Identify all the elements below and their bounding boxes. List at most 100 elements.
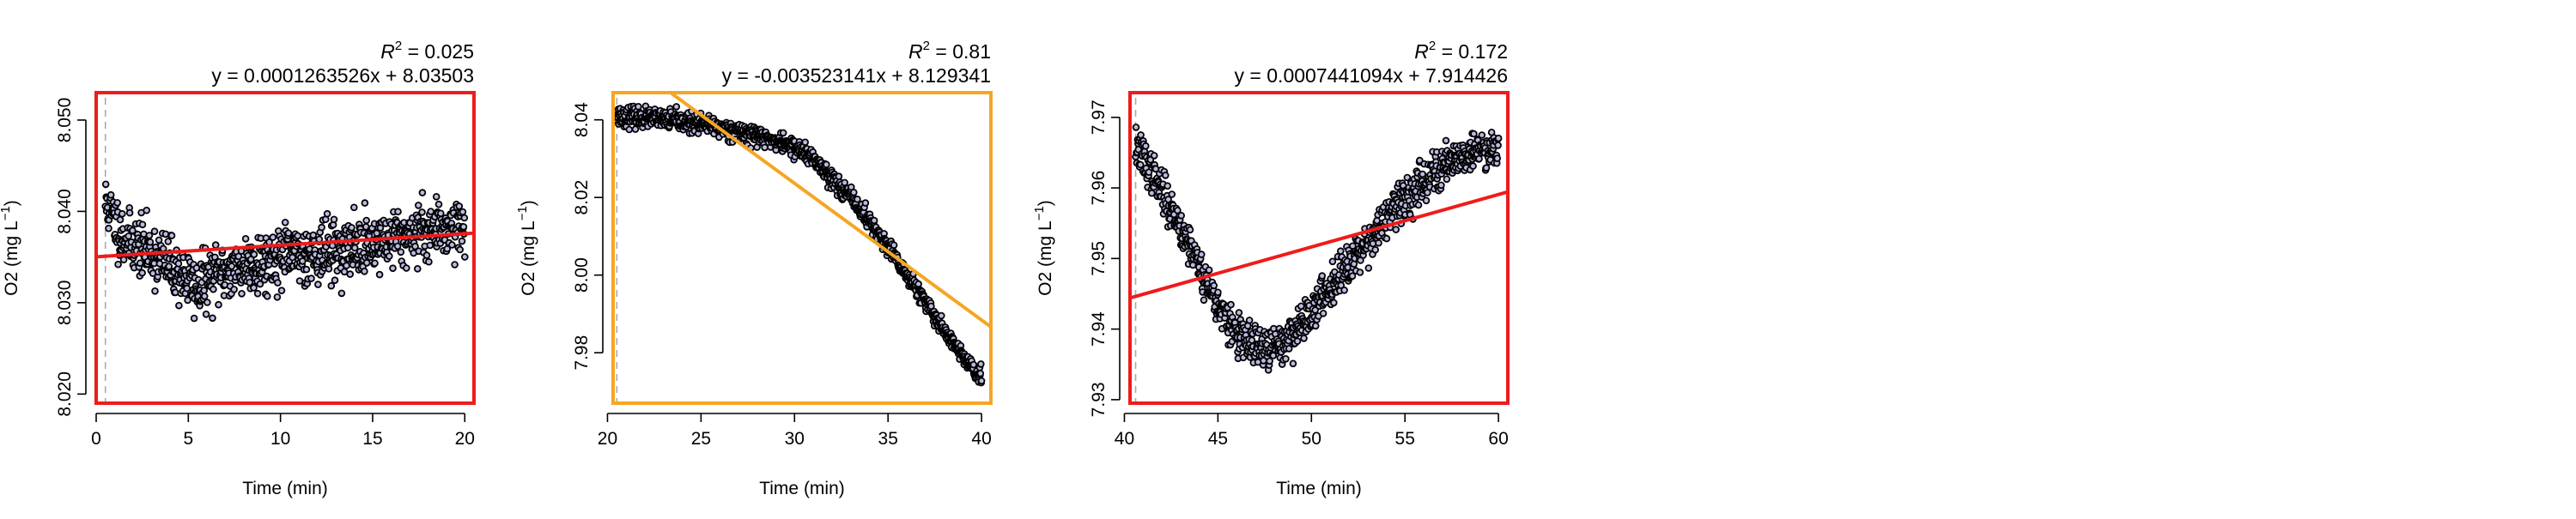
- data-point: [1422, 196, 1431, 205]
- x-axis-label: Time (min): [1276, 479, 1362, 498]
- y-tick-label: 7.96: [1089, 171, 1109, 206]
- data-point: [1311, 322, 1320, 330]
- data-point: [1493, 154, 1501, 162]
- data-point: [1300, 335, 1308, 342]
- data-point: [977, 360, 985, 368]
- y-axis-label-sup: −1: [0, 206, 13, 220]
- data-point: [277, 287, 286, 295]
- y-axis-label-suffix: ): [2, 200, 21, 206]
- data-point: [361, 199, 369, 207]
- data-point: [1414, 201, 1423, 209]
- data-point: [1392, 226, 1400, 233]
- data-point: [1364, 264, 1373, 272]
- data-point: [977, 377, 986, 385]
- y-tick-label: 7.97: [1089, 100, 1109, 135]
- y-tick-label: 8.04: [572, 102, 592, 137]
- data-point: [1269, 352, 1278, 359]
- data-point: [1319, 309, 1327, 317]
- data-point: [241, 234, 250, 243]
- r-squared-label: R2 = 0.025: [380, 39, 474, 63]
- data-point: [1227, 300, 1235, 309]
- data-point: [362, 259, 371, 267]
- data-point: [138, 269, 146, 277]
- data-point: [331, 276, 339, 285]
- data-point: [289, 253, 296, 262]
- data-point: [263, 292, 271, 300]
- plot-frame: [94, 91, 476, 405]
- y-axis: 7.98 8.00 8.02 8.04: [572, 102, 604, 371]
- data-point: [101, 180, 110, 189]
- r-squared-sup: 2: [395, 39, 402, 53]
- r-squared-sup: 2: [923, 39, 930, 53]
- data-point: [1494, 142, 1502, 149]
- data-point: [274, 279, 282, 287]
- x-axis: 40 45 50 55 60: [1115, 413, 1509, 449]
- data-point: [418, 189, 427, 196]
- data-point: [1174, 207, 1182, 214]
- y-tick-label: 8.050: [55, 98, 75, 143]
- x-axis-label: Time (min): [759, 479, 845, 498]
- data-point: [1442, 136, 1450, 145]
- r-squared-value: = 0.025: [402, 40, 474, 63]
- x-tick-label: 20: [455, 429, 475, 449]
- data-point: [348, 224, 355, 232]
- data-point: [823, 160, 830, 169]
- y-axis-label: O2 (mg L−1): [0, 200, 21, 296]
- data-point: [870, 216, 878, 225]
- data-point: [183, 284, 191, 293]
- x-tick-label: 45: [1208, 429, 1228, 449]
- data-point: [250, 284, 258, 292]
- data-point: [451, 261, 459, 269]
- data-point: [145, 232, 154, 239]
- data-point: [394, 208, 402, 216]
- data-point: [125, 208, 134, 217]
- data-point: [1210, 281, 1218, 290]
- data-point: [238, 289, 246, 298]
- x-tick-label: 5: [183, 429, 193, 449]
- data-point: [116, 215, 125, 224]
- data-point: [371, 259, 379, 268]
- x-tick-label: 10: [270, 429, 290, 449]
- data-point: [1168, 190, 1176, 198]
- data-point: [1145, 168, 1153, 177]
- data-point: [801, 138, 809, 147]
- data-point: [1248, 336, 1256, 344]
- data-point: [1163, 182, 1171, 190]
- data-point: [281, 218, 289, 226]
- data-point: [448, 241, 456, 249]
- x-tick-label: 15: [362, 429, 382, 449]
- x-axis-label: Time (min): [242, 479, 328, 498]
- data-point: [861, 199, 870, 207]
- y-tick-label: 7.98: [572, 335, 592, 371]
- data-point: [215, 300, 222, 309]
- data-point: [849, 189, 858, 196]
- x-tick-label: 55: [1395, 429, 1415, 449]
- x-tick-label: 25: [691, 429, 711, 449]
- regression-equation: y = 0.0001263526x + 8.03503: [211, 64, 474, 87]
- data-point: [302, 265, 311, 274]
- data-point: [1337, 247, 1345, 256]
- data-point: [1186, 226, 1194, 234]
- data-point: [1285, 345, 1293, 353]
- data-point: [138, 220, 147, 229]
- data-point: [105, 224, 112, 232]
- data-point: [209, 314, 216, 323]
- x-tick-label: 50: [1302, 429, 1321, 449]
- data-point: [393, 242, 402, 250]
- data-point: [1136, 160, 1145, 169]
- data-point: [1382, 234, 1391, 243]
- data-point: [422, 251, 431, 259]
- data-point: [309, 231, 318, 239]
- data-point: [1150, 152, 1158, 160]
- data-point: [330, 215, 338, 224]
- data-point: [1330, 299, 1338, 307]
- data-point: [119, 256, 128, 264]
- data-point: [190, 314, 198, 323]
- data-point: [436, 209, 445, 218]
- data-point: [167, 232, 176, 239]
- x-tick-label: 20: [598, 429, 617, 449]
- plot-frame: [1128, 91, 1510, 405]
- x-tick-label: 0: [91, 429, 101, 449]
- data-point: [1478, 131, 1486, 139]
